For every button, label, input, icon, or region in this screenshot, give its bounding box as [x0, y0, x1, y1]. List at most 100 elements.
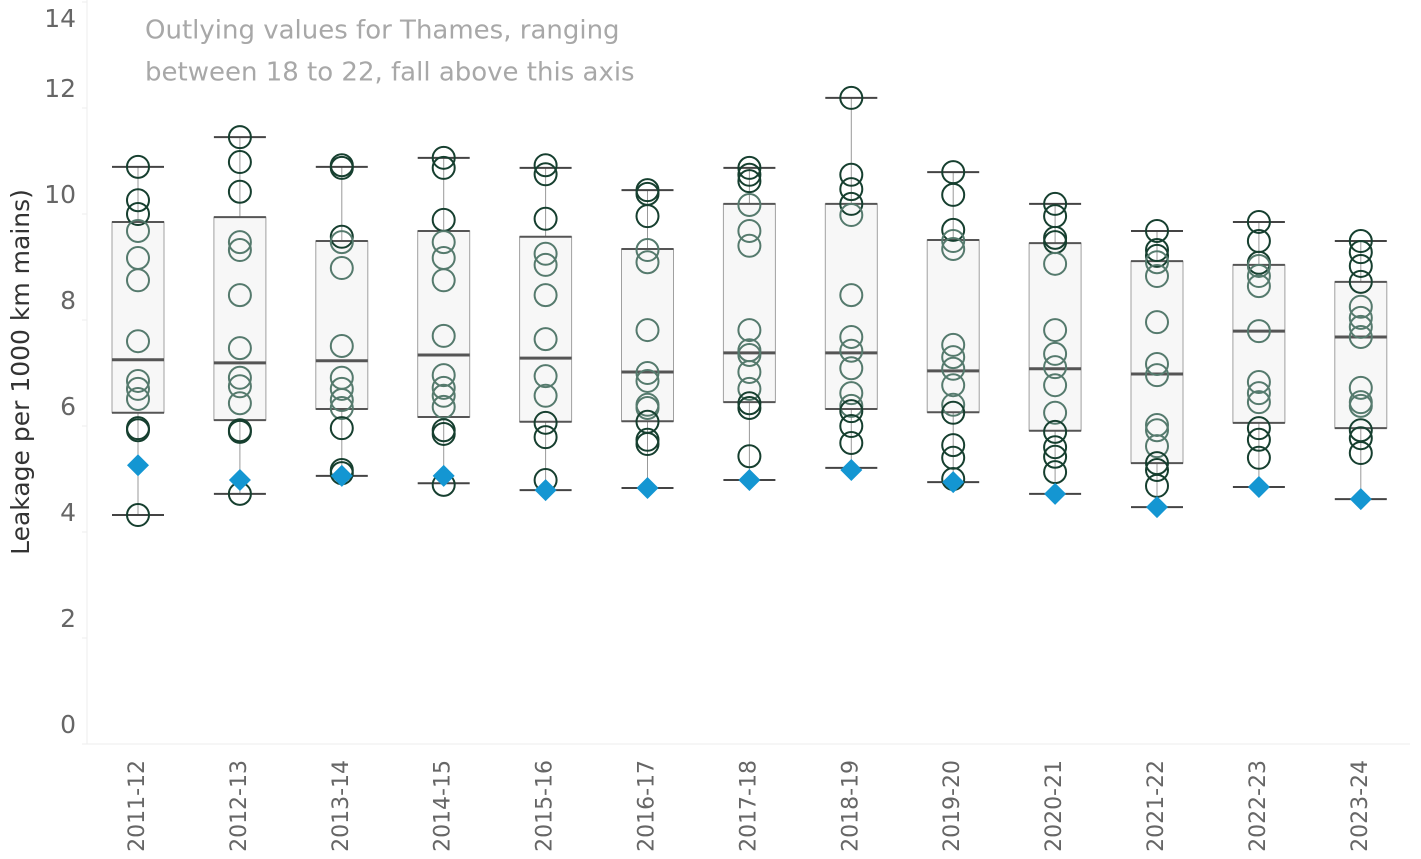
point — [533, 241, 558, 266]
y-tick-label: 6 — [60, 392, 76, 421]
point — [227, 283, 252, 308]
point — [1145, 363, 1169, 388]
point — [839, 381, 864, 406]
point — [1043, 191, 1068, 216]
point — [329, 224, 354, 249]
point — [1145, 264, 1169, 289]
point — [1348, 240, 1373, 265]
point — [1145, 238, 1169, 263]
point — [126, 202, 150, 226]
point — [1043, 355, 1068, 380]
point — [227, 391, 252, 416]
point — [1246, 274, 1271, 299]
x-tick-label: 2014-15 — [431, 760, 456, 852]
point — [227, 365, 252, 390]
highlight-point — [840, 458, 863, 481]
point — [737, 162, 762, 187]
point — [1348, 441, 1373, 466]
point — [1246, 264, 1271, 289]
point — [329, 333, 354, 358]
point — [329, 230, 354, 255]
point — [1145, 243, 1169, 268]
point — [1145, 434, 1169, 459]
highlight-point — [1146, 496, 1168, 519]
point — [533, 206, 558, 231]
point — [533, 162, 558, 187]
point — [737, 395, 762, 420]
point — [227, 125, 252, 150]
point — [1043, 444, 1068, 469]
point — [1246, 381, 1271, 406]
point — [1246, 253, 1271, 278]
point — [1348, 269, 1373, 294]
point — [1043, 400, 1068, 425]
point — [737, 359, 762, 384]
point — [737, 192, 762, 217]
y-tick-label: 8 — [60, 286, 76, 315]
point — [839, 177, 864, 202]
highlight-point — [432, 464, 455, 487]
point — [737, 218, 762, 243]
point — [635, 318, 660, 343]
highlight-point — [228, 469, 251, 492]
highlight-point — [1044, 482, 1067, 505]
point — [1246, 416, 1271, 441]
box — [1130, 260, 1184, 464]
point — [431, 230, 456, 255]
point — [1145, 218, 1169, 243]
y-axis-label: Leakage per 1000 km mains) — [6, 189, 35, 555]
point — [329, 416, 354, 441]
highlight-point — [942, 471, 965, 494]
box — [1232, 264, 1286, 424]
highlight-point — [636, 477, 659, 500]
point — [1348, 426, 1373, 451]
point — [227, 230, 252, 255]
y-tick-label: 4 — [60, 498, 76, 527]
point — [329, 395, 354, 420]
point — [533, 283, 558, 308]
point — [227, 150, 252, 175]
annotation: Outlying values for Thames, ranging — [145, 16, 620, 46]
point — [227, 238, 252, 263]
point — [533, 327, 558, 352]
point — [1145, 351, 1169, 376]
point — [1348, 253, 1373, 278]
highlight-point — [738, 469, 761, 492]
x-tick-label: 2016-17 — [635, 760, 660, 852]
point — [737, 318, 762, 343]
point — [126, 268, 150, 293]
point — [635, 204, 660, 229]
point — [1145, 310, 1169, 335]
point — [839, 85, 864, 110]
point — [533, 153, 558, 178]
point — [533, 383, 558, 408]
x-tick-label: 2012-13 — [227, 760, 252, 852]
box — [621, 248, 674, 422]
point — [1348, 229, 1373, 254]
point — [126, 386, 150, 411]
x-tick-label: 2017-18 — [736, 760, 761, 852]
point — [329, 388, 354, 413]
point — [1348, 393, 1373, 418]
point — [126, 188, 150, 213]
point — [329, 155, 354, 180]
box — [926, 239, 980, 413]
point — [1043, 318, 1068, 343]
point — [941, 433, 966, 458]
point — [1145, 418, 1169, 443]
point — [1348, 305, 1373, 330]
point — [941, 236, 966, 261]
point — [227, 374, 252, 399]
point — [635, 432, 660, 457]
point — [1145, 457, 1169, 482]
point — [431, 145, 456, 170]
y-tick-label: 0 — [60, 710, 76, 739]
point — [839, 203, 864, 228]
point — [431, 383, 456, 408]
y-tick-label: 2 — [60, 604, 76, 633]
point — [1145, 250, 1169, 275]
point — [635, 395, 660, 420]
point — [431, 394, 456, 419]
x-tick-label: 2013-14 — [329, 760, 354, 852]
